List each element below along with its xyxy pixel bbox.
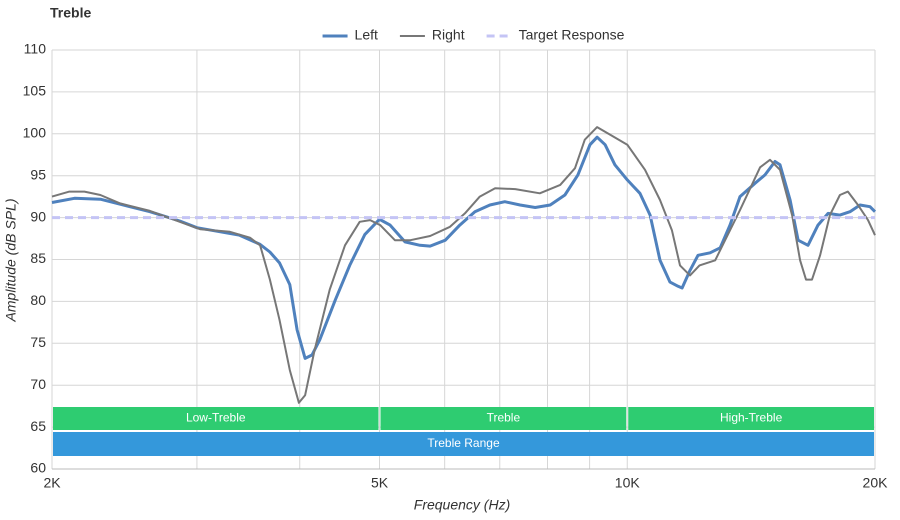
x-tick-label: 2K [43,475,61,491]
y-tick-label: 80 [30,292,46,308]
band [53,407,379,430]
legend-label: Right [432,27,465,43]
y-tick-label: 90 [30,208,46,224]
y-tick-label: 105 [23,83,47,99]
band-label: Low-Treble [186,411,246,425]
series-line [51,126,876,404]
y-tick-label: 70 [30,376,46,392]
y-tick-label: 95 [30,166,46,182]
band [380,407,627,430]
y-tick-label: 60 [30,460,46,476]
x-tick-label: 10K [615,475,641,491]
legend-label: Target Response [519,27,625,43]
range-band-label: Treble Range [427,436,500,450]
x-tick-label: 20K [863,475,889,491]
x-axis-label: Frequency (Hz) [414,497,510,513]
chart-title: Treble [50,5,91,21]
y-tick-label: 100 [23,125,47,141]
y-tick-label: 110 [24,41,47,57]
band-label: Treble [487,411,521,425]
y-axis-label: Amplitude (dB SPL) [3,199,19,323]
y-tick-label: 75 [30,334,46,350]
band [628,407,874,430]
x-tick-label: 5K [371,475,389,491]
band-label: High-Treble [720,411,783,425]
legend-label: Left [355,27,378,43]
y-tick-label: 65 [30,418,46,434]
range-band [53,432,874,456]
y-tick-label: 85 [30,250,46,266]
series-line [51,135,877,360]
